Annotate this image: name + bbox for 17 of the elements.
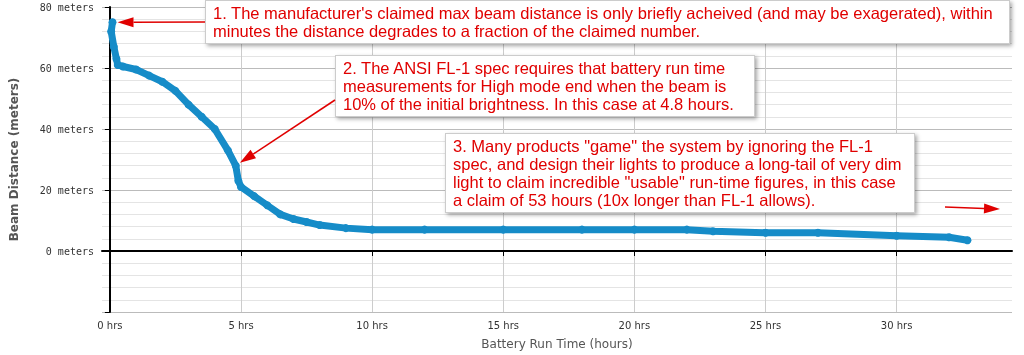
y-axis-title: Beam Distance (meters): [7, 77, 21, 242]
x-axis-title: Battery Run Time (hours): [481, 337, 633, 351]
x-tick-label: 25 hrs: [749, 319, 782, 331]
y-tick-label: 40 meters: [39, 123, 94, 135]
x-tick-label: 15 hrs: [487, 319, 520, 331]
x-tick-label: 30 hrs: [880, 319, 913, 331]
x-tick-label: 10 hrs: [356, 319, 388, 331]
callout-box: 3. Many products "game" the system by ignoring the FL-1 spec, and design their lights to produce a long-tail of very dim light to claim incredible "usable" run-time figures, in this case a claim of 53 hours (10x longer than FL-1 allows).: [445, 133, 915, 213]
x-tick-label: 20 hrs: [618, 319, 651, 331]
y-tick-label: 0 meters: [45, 245, 94, 257]
callout-box: 1. The manufacturer's claimed max beam distance is only briefly acheived (and may be exagerated), within minutes the distance degrades to a fraction of the claimed number.: [205, 0, 1010, 44]
x-tick-label: 0 hrs: [97, 319, 123, 331]
y-tick-label: 60 meters: [39, 62, 94, 74]
y-tick-label: 80 meters: [39, 1, 94, 13]
callout-box: 2. The ANSI FL-1 spec requires that battery run time measurements for High mode end when the beam is 10% of the initial brightness. In this case at 4.8 hours.: [335, 55, 755, 117]
x-tick-label: 5 hrs: [228, 319, 254, 331]
y-tick-label: 20 meters: [39, 184, 94, 196]
